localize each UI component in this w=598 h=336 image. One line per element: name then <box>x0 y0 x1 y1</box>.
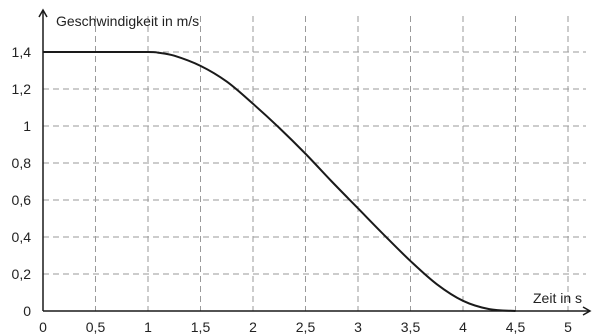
x-tick-label: 5 <box>564 319 572 335</box>
tick-labels: 0 0,5 1 1,5 2 2,5 3 3,5 4 4,5 5 0 0,2 0,4 0,6 0,8 1 1,2 1,… <box>12 44 573 335</box>
x-tick-label: 3,5 <box>401 319 421 335</box>
y-axis-arrow <box>38 8 48 18</box>
x-tick-label: 0,5 <box>86 319 106 335</box>
x-tick-label: 1 <box>144 319 152 335</box>
x-tick-label: 3 <box>354 319 362 335</box>
series-line <box>42 50 516 312</box>
y-tick-label: 0,6 <box>12 192 32 208</box>
y-tick-label: 1 <box>23 118 31 134</box>
x-axis-label: Zeit in s <box>533 290 582 306</box>
y-tick-label: 0 <box>23 303 31 319</box>
y-tick-label: 1,4 <box>12 44 32 60</box>
y-tick-label: 0,2 <box>12 266 32 282</box>
x-tick-label: 2,5 <box>296 319 316 335</box>
x-tick-label: 1,5 <box>191 319 211 335</box>
x-tick-label: 4,5 <box>506 319 526 335</box>
x-tick-label: 2 <box>249 319 257 335</box>
y-tick-label: 0,8 <box>12 155 32 171</box>
x-tick-label: 4 <box>459 319 467 335</box>
y-axis-label: Geschwindigkeit in m/s <box>56 13 199 29</box>
y-tick-label: 0,4 <box>12 229 32 245</box>
x-tick-label: 0 <box>39 319 47 335</box>
y-tick-label: 1,2 <box>12 81 32 97</box>
x-axis-arrow <box>582 306 592 316</box>
